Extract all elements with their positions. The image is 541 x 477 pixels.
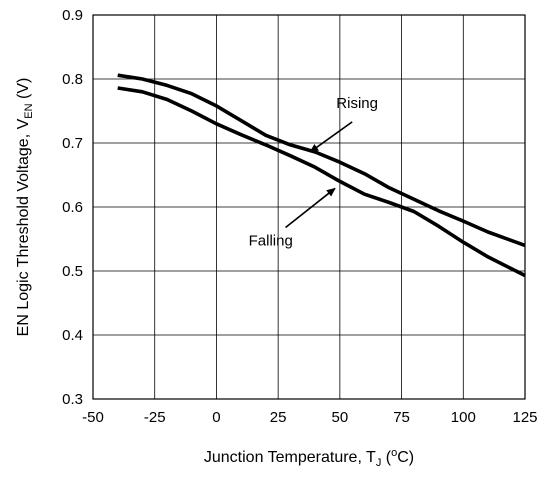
x-tick-label: 75 (393, 409, 410, 426)
annotations: Rising Falling (249, 95, 378, 250)
x-axis-label-sub: J (376, 457, 382, 469)
x-tick-label: 100 (451, 409, 476, 426)
y-axis-label: EN Logic Threshold Voltage, VEN (V) (15, 78, 35, 337)
series-group (117, 73, 526, 278)
x-tick-label: -50 (82, 409, 104, 426)
x-tick-label: 50 (332, 409, 349, 426)
annotation-falling-label: Falling (249, 232, 293, 249)
series-line-rising (117, 73, 526, 248)
x-axis-label-close: C) (397, 449, 414, 466)
annotation-rising-arrow (309, 121, 353, 153)
annotation-falling-arrow (285, 187, 336, 229)
x-axis-label-open: ( (381, 449, 391, 466)
x-tick-label: 0 (212, 409, 220, 426)
y-axis-label-sub: EN (23, 103, 35, 118)
y-tick-label: 0.3 (62, 391, 83, 408)
annotation-rising-label: Rising (336, 95, 378, 112)
x-axis-label-main: Junction Temperature, T (204, 449, 376, 466)
x-axis-label-sup: o (391, 447, 397, 459)
y-tick-label: 0.7 (62, 135, 83, 152)
y-tick-label: 0.5 (62, 263, 83, 280)
x-tick-label: 25 (270, 409, 287, 426)
y-tick-labels: 0.3 0.4 0.5 0.6 0.7 0.8 0.9 (62, 7, 83, 408)
x-tick-labels: -50 -25 0 25 50 75 100 125 (82, 409, 537, 426)
series-line-falling (117, 86, 526, 278)
plot-area (92, 14, 526, 400)
grid (92, 14, 526, 400)
x-tick-label: 125 (512, 409, 537, 426)
x-tick-label: -25 (144, 409, 166, 426)
y-tick-label: 0.4 (62, 327, 83, 344)
y-axis-label-tail: (V) (15, 78, 32, 104)
x-axis-label: Junction Temperature, TJ (oC) (204, 447, 414, 469)
y-axis-label-main: EN Logic Threshold Voltage, V (15, 118, 32, 336)
y-tick-label: 0.9 (62, 7, 83, 24)
y-tick-label: 0.6 (62, 199, 83, 216)
y-tick-label: 0.8 (62, 71, 83, 88)
